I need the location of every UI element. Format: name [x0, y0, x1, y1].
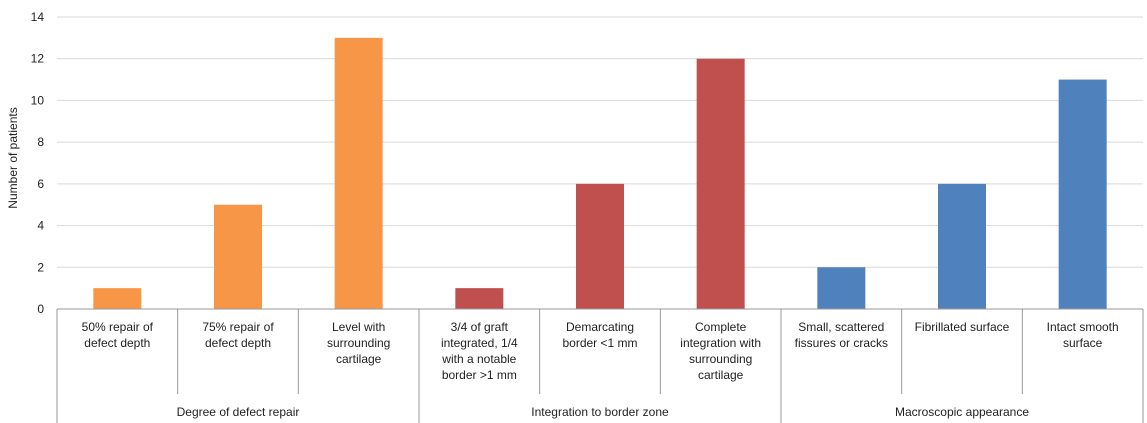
x-tick-label-line: border <1 mm: [562, 336, 637, 350]
y-tick-label: 6: [37, 177, 44, 191]
x-tick-label-line: Demarcating: [566, 320, 634, 334]
x-tick-label-line: Fibrillated surface: [915, 320, 1010, 334]
bar: [576, 183, 624, 309]
x-tick-label-line: cartilage: [698, 368, 744, 382]
y-tick-label: 12: [31, 52, 45, 66]
bar: [1058, 79, 1107, 309]
x-tick-label: Intact smooth surface: [1047, 320, 1119, 350]
bar: [696, 58, 745, 309]
x-tick-label: Level with surrounding cartilage: [327, 320, 390, 366]
x-tick-label: Small, scattered fissures or cracks: [795, 320, 888, 350]
x-tick-label-line: Complete: [695, 320, 747, 334]
x-tick-label: 3/4 of graft integrated, 1/4 with a notabl…: [441, 320, 518, 382]
x-tick-label-line: with a notable: [441, 352, 516, 366]
bars: [93, 37, 1107, 309]
x-tick-label-line: surface: [1063, 336, 1103, 350]
x-tick-label-line: cartilage: [336, 352, 382, 366]
group-labels: Degree of defect repair Integration to bo…: [177, 405, 1030, 419]
y-tick-label: 0: [37, 302, 44, 316]
y-tick-label: 4: [37, 219, 44, 233]
x-tick-label: Complete integration with surrounding carti…: [680, 320, 761, 382]
y-axis-ticks: 0 2 4 6 8 10 12 14: [31, 10, 45, 316]
y-tick-label: 10: [31, 93, 45, 107]
x-tick-label-line: Level with: [332, 320, 385, 334]
category-labels: 50% repair of defect depth 75% repair of de…: [82, 320, 1119, 382]
x-tick-label-line: border >1 mm: [442, 368, 517, 382]
group-label: Integration to border zone: [531, 405, 669, 419]
x-tick-label-line: fissures or cracks: [795, 336, 888, 350]
y-tick-label: 2: [37, 260, 44, 274]
x-tick-label: Demarcating border <1 mm: [562, 320, 637, 350]
x-tick-label-line: surrounding: [689, 352, 752, 366]
x-tick-label-line: 50% repair of: [82, 320, 154, 334]
x-tick-label: 50% repair of defect depth: [82, 320, 154, 350]
bar: [938, 183, 986, 309]
x-tick-label-line: defect depth: [84, 336, 150, 350]
group-label: Degree of defect repair: [177, 405, 300, 419]
x-tick-label-line: 3/4 of graft: [451, 320, 509, 334]
y-tick-label: 8: [37, 135, 44, 149]
bar: [334, 37, 383, 309]
y-axis-label: Number of patients: [6, 107, 20, 208]
x-tick-label-line: integration with: [680, 336, 761, 350]
y-tick-label: 14: [31, 10, 45, 24]
x-tick-label: Fibrillated surface: [915, 320, 1010, 334]
bar: [214, 204, 262, 309]
bar: [455, 288, 504, 309]
x-axis: [56, 308, 1144, 423]
x-tick-label: 75% repair of defect depth: [202, 320, 274, 350]
x-tick-label-line: 75% repair of: [202, 320, 274, 334]
x-tick-label-line: Small, scattered: [798, 320, 884, 334]
x-tick-label-line: Intact smooth: [1047, 320, 1119, 334]
x-tick-label-line: integrated, 1/4: [441, 336, 518, 350]
x-tick-label-line: surrounding: [327, 336, 390, 350]
x-tick-label-line: defect depth: [205, 336, 271, 350]
bar: [93, 288, 142, 309]
group-label: Macroscopic appearance: [895, 405, 1029, 419]
bar: [817, 267, 866, 309]
